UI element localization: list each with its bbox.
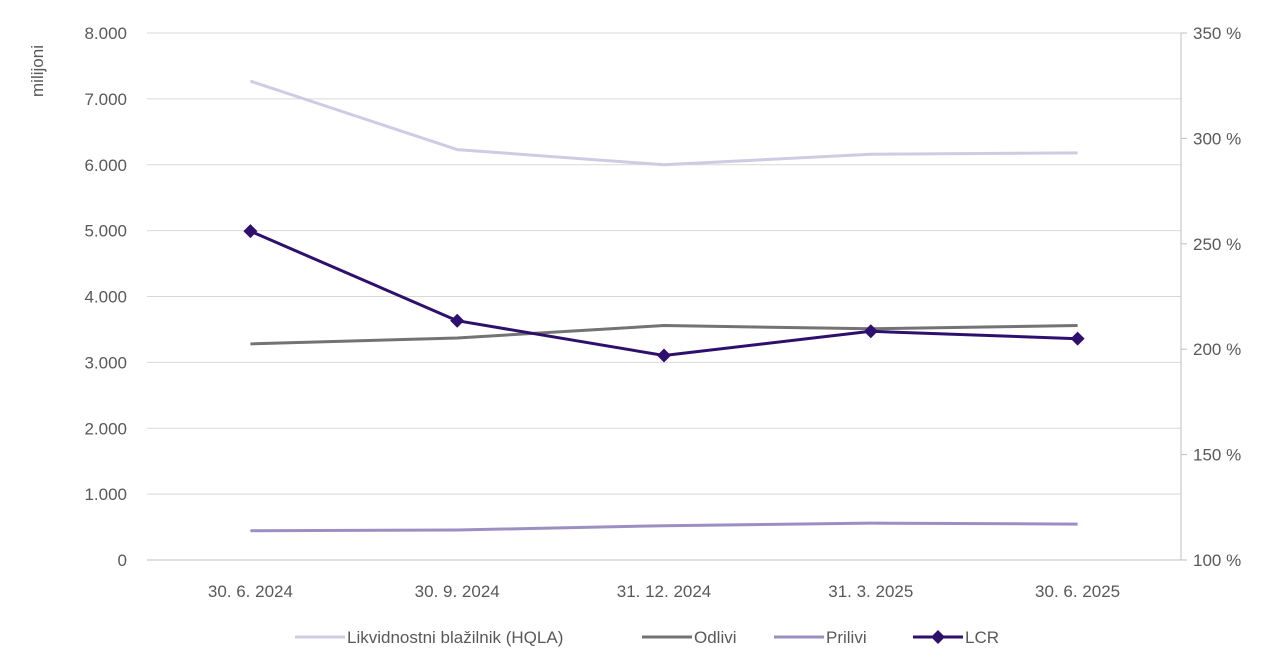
right-axis-tick-label: 300 %: [1193, 129, 1241, 148]
x-axis-tick-label: 30. 6. 2025: [1035, 582, 1120, 601]
x-axis-tick-label: 30. 6. 2024: [208, 582, 293, 601]
left-axis-tick-label: 5.000: [84, 222, 127, 241]
legend-marker: [931, 630, 945, 644]
right-axis-tick-label: 150 %: [1193, 446, 1241, 465]
legend-label: Likvidnostni blažilnik (HQLA): [347, 628, 563, 647]
right-axis-tick-label: 250 %: [1193, 235, 1241, 254]
legend-label: Prilivi: [826, 628, 867, 647]
left-axis-tick-label: 2.000: [84, 419, 127, 438]
right-axis-tick-label: 200 %: [1193, 340, 1241, 359]
x-axis-tick-label: 31. 3. 2025: [828, 582, 913, 601]
left-axis-tick-label: 3.000: [84, 353, 127, 372]
right-axis-tick-labels: 100 % 150 % 200 % 250 % 300 % 350 %: [1193, 24, 1241, 570]
lcr-marker: [657, 348, 671, 363]
left-axis-tick-label: 4.000: [84, 288, 127, 307]
left-axis-tick-label: 6.000: [84, 156, 127, 175]
series-lines: [243, 79, 1085, 533]
series-line-3: [250, 521, 1078, 533]
x-axis-tick-label: 30. 9. 2024: [415, 582, 500, 601]
series-line-4: [249, 229, 1078, 357]
left-axis-tick-label: 7.000: [84, 90, 127, 109]
left-axis-tick-label: 8.000: [84, 24, 127, 43]
gridlines: [147, 32, 1181, 495]
left-axis-tick-label: 1.000: [84, 485, 127, 504]
x-axis-tick-labels: 30. 6. 2024 30. 9. 2024 31. 12. 2024 31. 3.…: [208, 582, 1120, 601]
legend-label: Odlivi: [694, 628, 737, 647]
left-axis-tick-label: 0: [118, 551, 127, 570]
right-axis-tick-label: 100 %: [1193, 551, 1241, 570]
lcr-marker: [1070, 331, 1085, 346]
series-line-2: [250, 324, 1078, 346]
left-axis-tick-labels: 0 1.000 2.000 3.000 4.000 5.000 6.000 7.000 8.00…: [84, 24, 127, 570]
right-axis-tick-label: 350 %: [1193, 24, 1241, 43]
lcr-marker: [243, 224, 258, 239]
legend: Likvidnostni blažilnik (HQLA) Odlivi Prili…: [295, 628, 999, 647]
left-axis-title: milijoni: [28, 45, 47, 97]
legend-label: LCR: [965, 628, 999, 647]
series-line-1: [249, 79, 1078, 167]
lcr-marker: [450, 313, 465, 328]
axes: [147, 32, 1187, 561]
x-axis-tick-label: 31. 12. 2024: [617, 582, 712, 601]
lcr-marker: [863, 324, 878, 339]
